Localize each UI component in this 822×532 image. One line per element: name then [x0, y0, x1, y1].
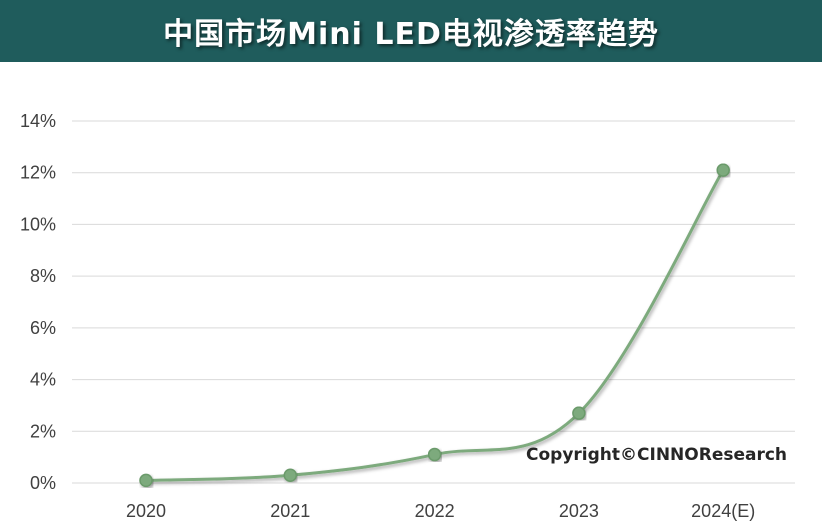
data-point [139, 473, 153, 488]
series-line [144, 168, 725, 482]
title-banner: 中国市场Mini LED电视渗透率趋势 [0, 0, 822, 62]
gridlines [72, 120, 795, 484]
y-tick-label: 10% [20, 214, 56, 234]
y-tick-label: 6% [30, 318, 56, 338]
x-tick-label: 2020 [126, 501, 166, 521]
y-tick-label: 12% [20, 163, 56, 183]
x-tick-label: 2021 [270, 501, 310, 521]
line-chart: 0% 2% 4% 6% 8% 10% 12% 14% 2020 2021 2022 2023 2024… [20, 111, 795, 521]
copyright-annotation: Copyright©CINNOResearch [526, 445, 787, 465]
y-tick-label: 2% [30, 421, 56, 441]
x-tick-label: 2023 [559, 501, 599, 521]
x-tick-label: 2022 [415, 501, 455, 521]
series-layer [139, 163, 730, 488]
data-point [716, 163, 730, 177]
y-tick-label: 8% [30, 266, 56, 286]
chart-title: 中国市场Mini LED电视渗透率趋势 [163, 17, 659, 52]
y-tick-label: 14% [20, 111, 56, 131]
y-tick-label: 4% [30, 370, 56, 390]
x-axis-ticks: 2020 2021 2022 2023 2024(E) [126, 501, 755, 521]
data-point [283, 468, 298, 482]
data-point [427, 447, 442, 462]
data-point [572, 406, 586, 420]
x-tick-label: 2024(E) [691, 501, 755, 521]
y-tick-label: 0% [30, 473, 56, 493]
y-axis-ticks: 0% 2% 4% 6% 8% 10% 12% 14% [20, 111, 56, 493]
